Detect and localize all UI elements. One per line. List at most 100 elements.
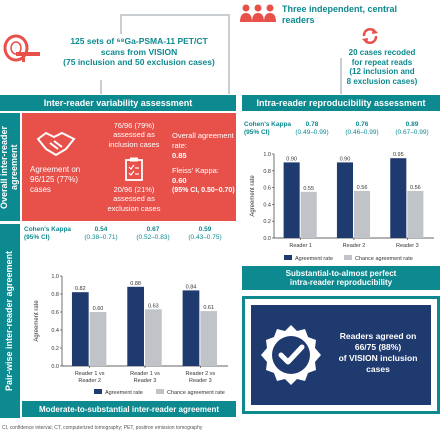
pairwise-kappa-ci: (0.38–0.71) — [84, 233, 118, 241]
intra-kappa-label-1: Cohen's Kappa — [244, 121, 292, 128]
callout-line-1: Readers agreed on — [339, 331, 417, 341]
callout-line-3: of VISION inclusion cases — [338, 353, 418, 375]
fleiss-ci: (95% CI, 0.50–0.70) — [172, 186, 235, 194]
bar-value-label: 0.63 — [148, 303, 159, 309]
intra-kappa-1: 0.78 (0.49–0.99) — [288, 121, 336, 137]
intra-kappa-label: Cohen's Kappa (95% CI) — [244, 121, 292, 137]
intra-kappa-ci: (0.46–0.99) — [345, 128, 379, 136]
x-tick-label: Reader 3 — [134, 378, 157, 384]
bar-value-label: 0.56 — [357, 185, 368, 191]
scans-text: 125 sets of ⁶⁸Ga-PSMA-11 PET/CT scans fr… — [44, 36, 234, 68]
y-tick-label: 0.6 — [263, 186, 271, 192]
callout-text: Readers agreed on 66/75 (88%) of VISION … — [327, 331, 429, 375]
pairwise-kappa-2: 0.67 (0.52–0.83) — [128, 226, 178, 242]
connector-line — [228, 14, 230, 94]
pairwise-kappa-label-2: (95% CI) — [24, 233, 50, 241]
y-axis-label: Agreement rate — [250, 175, 256, 217]
x-tick-label: Reader 3 — [189, 378, 212, 384]
chance-bar — [300, 191, 317, 238]
x-tick-label: Reader 2 vs — [186, 371, 216, 377]
pairwise-summary: Moderate-to-substantial inter-reader agr… — [22, 401, 236, 417]
bar-value-label: 0.56 — [410, 185, 421, 191]
pairwise-kappa-ci: (0.43–0.75) — [188, 233, 222, 241]
agreement-bar — [390, 158, 407, 238]
bar-value-label: 0.60 — [93, 306, 104, 312]
x-tick-label: Reader 1 — [289, 243, 312, 249]
pairwise-agreement-chart: 0.0 0.2 0.4 0.6 0.8 1.0 Agreement rate 0.82 0.60… — [34, 274, 228, 396]
agreement-bar — [71, 292, 89, 366]
pairwise-kappa-value: 0.59 — [198, 226, 212, 233]
legend-label: Agreement rate — [295, 256, 333, 262]
intra-reader-chart: 0.0 0.2 0.4 0.6 0.8 1.0 Agreement rate 0.90 0.55… — [250, 152, 434, 262]
overall-agreement-panel: Agreement on 96/125 (77%) cases 76/96 (7… — [22, 113, 236, 221]
pairwise-kappa-row: Cohen's Kappa (95% CI) 0.54 (0.38–0.71) … — [24, 226, 236, 252]
y-tick-label: 0.2 — [263, 219, 271, 225]
bar-value-label: 0.90 — [286, 156, 297, 162]
chance-bar — [354, 190, 371, 238]
intra-kappa-ci: (0.67–0.99) — [395, 128, 429, 136]
readers-icon — [240, 4, 276, 22]
intra-kappa-ci: (0.49–0.99) — [295, 128, 329, 136]
clipboard-icon — [125, 157, 143, 181]
inclusion-cases-text: 76/96 (79%) assessed as inclusion cases — [108, 121, 160, 149]
agreement-bar — [283, 162, 300, 238]
recoded-line-1: 20 cases recoded — [348, 48, 416, 57]
agreement-bar — [127, 286, 144, 366]
callout-panel: Readers agreed on 66/75 (88%) of VISION … — [251, 305, 431, 405]
pairwise-kappa-value: 0.67 — [146, 226, 160, 233]
recoded-line-4: 8 exclusion cases) — [346, 76, 418, 86]
intra-kappa-row: Cohen's Kappa (95% CI) 0.78 (0.49–0.99) … — [244, 121, 440, 147]
x-tick-label: Reader 2 — [343, 243, 366, 249]
intra-kappa-2: 0.76 (0.46–0.99) — [338, 121, 386, 137]
intra-kappa-3: 0.89 (0.67–0.99) — [388, 121, 436, 137]
recode-icon — [362, 28, 378, 44]
connector-line — [100, 80, 102, 94]
agreement-cases-text: Agreement on 96/125 (77%) cases — [30, 165, 81, 194]
y-tick-label: 1.0 — [51, 274, 59, 280]
bar-value-label: 0.90 — [340, 156, 351, 162]
legend-swatch — [156, 389, 164, 394]
recoded-line-3: (12 inclusion and — [349, 67, 415, 77]
agreement-bar — [182, 290, 200, 366]
legend-label: Chance agreement rate — [355, 256, 413, 262]
intra-kappa-value: 0.89 — [405, 121, 419, 128]
exclusion-cases-text: 20/96 (21%) assessed as exclusion cases — [107, 185, 161, 213]
y-tick-label: 0.8 — [51, 292, 59, 298]
bar-value-label: 0.82 — [75, 286, 86, 292]
y-tick-label: 1.0 — [263, 152, 271, 158]
bar-value-label: 0.84 — [186, 284, 197, 290]
legend-label: Chance agreement rate — [167, 390, 225, 396]
y-tick-label: 0.8 — [263, 169, 271, 175]
y-tick-label: 0.4 — [263, 202, 271, 208]
pairwise-kappa-ci: (0.52–0.83) — [136, 233, 170, 241]
scans-line-3: (75 inclusion and 50 exclusion cases) — [63, 57, 215, 68]
pairwise-kappa-label-1: Cohen's Kappa — [24, 226, 72, 233]
chance-bar — [145, 309, 162, 366]
top-section: Three independent, central readers 125 s… — [0, 0, 440, 95]
inter-reader-title: Inter-reader variability assessment — [0, 95, 236, 111]
pet-scanner-icon — [3, 34, 40, 62]
intra-kappa-value: 0.76 — [355, 121, 369, 128]
agreement-bar — [336, 162, 353, 238]
intra-summary-line-2: intra-reader reproducibility — [289, 278, 393, 287]
connector-line — [340, 58, 342, 94]
x-tick-label: Reader 1 vs — [130, 371, 160, 377]
scans-line-1: 125 sets of ⁶⁸Ga-PSMA-11 PET/CT — [70, 36, 208, 46]
y-tick-label: 0.0 — [51, 364, 59, 370]
y-axis-label: Agreement rate — [34, 300, 40, 342]
intra-kappa-label-2: (95% CI) — [244, 128, 270, 136]
chance-bar — [200, 311, 218, 366]
bar-value-label: 0.88 — [130, 281, 141, 287]
readers-text: Three independent, central readers — [282, 4, 398, 25]
pairwise-agreement-side-label: Pair-wise inter-reader agreement — [0, 224, 20, 418]
chance-bar — [407, 190, 424, 238]
scans-line-2: scans from VISION — [100, 46, 178, 57]
overall-agreement-side-label: Overall inter-reader agreement — [0, 113, 20, 221]
bar-value-label: 0.95 — [393, 152, 404, 158]
x-tick-label: Reader 2 — [78, 378, 101, 384]
footnote: CI, confidence interval; CT, computerize… — [2, 425, 203, 431]
callout-line-2: 66/75 (88%) — [354, 342, 402, 353]
intra-summary-line-1: Substantial-to-almost perfect — [285, 268, 397, 278]
legend-label: Agreement rate — [105, 390, 143, 396]
callout-frame: Readers agreed on 66/75 (88%) of VISION … — [242, 296, 440, 414]
